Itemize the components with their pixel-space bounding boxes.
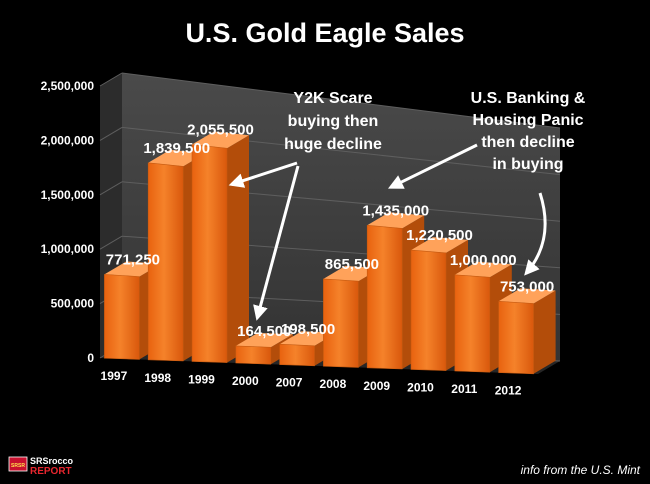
annotation-banking-line: then decline (481, 134, 574, 151)
arrow-to-2009 (388, 143, 478, 189)
bar-front (454, 274, 491, 373)
bar-top (148, 149, 206, 167)
bar-top (323, 265, 381, 282)
y-axis-ticks: 0 500,000 1,000,000 1,500,000 2,000,000 2,500… (41, 79, 95, 365)
data-label: 1,220,500 (406, 227, 473, 244)
x-tick-label: 2012 (495, 384, 522, 398)
data-label: 164,500 (237, 323, 291, 340)
x-tick-label: 1998 (144, 371, 171, 385)
y-tick-label: 1,500,000 (41, 188, 95, 202)
annotation-banking-line: U.S. Banking & (471, 90, 586, 107)
x-tick-label: 2011 (451, 382, 477, 396)
bar-top (498, 288, 556, 304)
bar-front (498, 300, 534, 375)
bar-top (104, 261, 162, 277)
data-label: 1,000,000 (450, 252, 517, 269)
bar-top (192, 131, 249, 149)
bar-top (279, 331, 337, 346)
y-tick-label: 500,000 (51, 297, 95, 311)
data-label: 1,435,000 (362, 202, 429, 219)
annotations: Y2K Scare buying then huge decline U.S. Ban… (228, 90, 586, 321)
annotation-y2k-line: buying then (288, 113, 379, 130)
x-tick-label: 1999 (188, 372, 215, 386)
logo-badge (8, 456, 28, 472)
gridline-side (99, 181, 123, 196)
y-tick-label: 2,500,000 (41, 79, 95, 93)
annotation-y2k-line: Y2K Scare (293, 90, 372, 107)
bar-front (104, 274, 140, 360)
bar-2012 (498, 288, 556, 375)
gridline (121, 72, 561, 129)
bar-side (227, 135, 249, 363)
bar-front (410, 249, 447, 371)
x-tick-label: 2000 (232, 374, 259, 388)
bar-front (235, 345, 272, 365)
x-tick-label: 1997 (101, 369, 128, 383)
x-axis-ticks: 1997 1998 1999 2000 2007 2008 2009 2010 2011 2012 (101, 369, 522, 397)
x-tick-label: 2008 (320, 377, 347, 391)
chart-title: U.S. Gold Eagle Sales (185, 18, 464, 48)
bar-top (235, 332, 293, 348)
arrow-to-2000 (253, 165, 300, 321)
bar-front (279, 343, 315, 367)
data-label: 198,500 (281, 321, 335, 338)
data-label: 865,500 (325, 256, 379, 273)
data-label: 2,055,500 (187, 121, 254, 138)
data-label: 771,250 (106, 251, 160, 268)
bar-front (191, 144, 228, 363)
logo-top-text: SRSrocco (30, 456, 74, 466)
annotation-banking-line: in buying (492, 156, 563, 173)
x-tick-label: 2007 (276, 376, 303, 390)
bar-front (147, 162, 184, 362)
gridline-side (99, 72, 123, 87)
gridline (121, 126, 561, 176)
logo-badge-text: SRSR (11, 463, 25, 469)
annotation-banking-line: Housing Panic (472, 112, 583, 129)
annotation-y2k-line: huge decline (284, 136, 382, 153)
data-label: 1,839,500 (143, 140, 210, 157)
source-note: info from the U.S. Mint (521, 463, 641, 477)
data-label: 753,000 (500, 278, 554, 295)
y-tick-label: 1,000,000 (41, 242, 95, 256)
bar-1999 (191, 131, 249, 363)
arrow-to-2012 (524, 192, 547, 276)
bar-top (411, 237, 468, 253)
x-tick-label: 2009 (363, 379, 390, 393)
bar-side (533, 290, 556, 374)
arrow-to-1999 (228, 161, 298, 188)
bar-front (366, 224, 403, 370)
srsrocco-logo: SRSR SRSrocco REPORT (8, 456, 74, 477)
logo-bottom-text: REPORT (30, 466, 72, 477)
x-tick-label: 2010 (407, 380, 434, 394)
gridline-side (99, 235, 123, 250)
bars (104, 131, 556, 375)
bar-front (323, 278, 359, 368)
bar-top (454, 261, 512, 278)
y-tick-label: 0 (87, 351, 94, 365)
bar-top (367, 212, 425, 229)
y-tick-label: 2,000,000 (41, 133, 95, 147)
gridline-side (99, 126, 123, 141)
